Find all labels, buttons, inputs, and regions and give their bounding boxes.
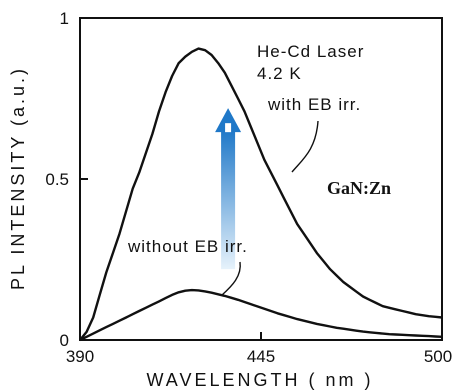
arrow-notch xyxy=(225,123,232,133)
increase-arrow-icon xyxy=(215,108,242,270)
annotation-with-eb: with EB irr. xyxy=(267,95,361,114)
x-tick-label-445: 445 xyxy=(247,347,275,366)
y-tick-label-0.5: 0.5 xyxy=(45,170,69,189)
annotation-temperature: 4.2 K xyxy=(257,64,302,83)
y-tick-label-1: 1 xyxy=(60,9,69,28)
x-tick-label-390: 390 xyxy=(66,347,94,366)
arrow-head xyxy=(215,108,242,133)
annotation-laser: He-Cd Laser xyxy=(257,42,364,61)
x-tick-label-500: 500 xyxy=(424,347,452,366)
series-line-with-eb xyxy=(79,47,443,341)
leader-line-with-eb xyxy=(291,120,319,173)
sample-label: GaN:Zn xyxy=(327,178,391,198)
leader-line-without-eb xyxy=(221,261,241,296)
series-line-without-eb xyxy=(79,288,443,342)
annotation-without-eb: without EB irr. xyxy=(127,237,248,256)
y-axis-title: PL INTENSITY (a.u.) xyxy=(8,66,28,290)
arrow-shaft xyxy=(221,130,236,270)
y-tick-label-0: 0 xyxy=(60,331,69,350)
x-axis-title: WAVELENGTH ( nm ) xyxy=(146,370,373,390)
